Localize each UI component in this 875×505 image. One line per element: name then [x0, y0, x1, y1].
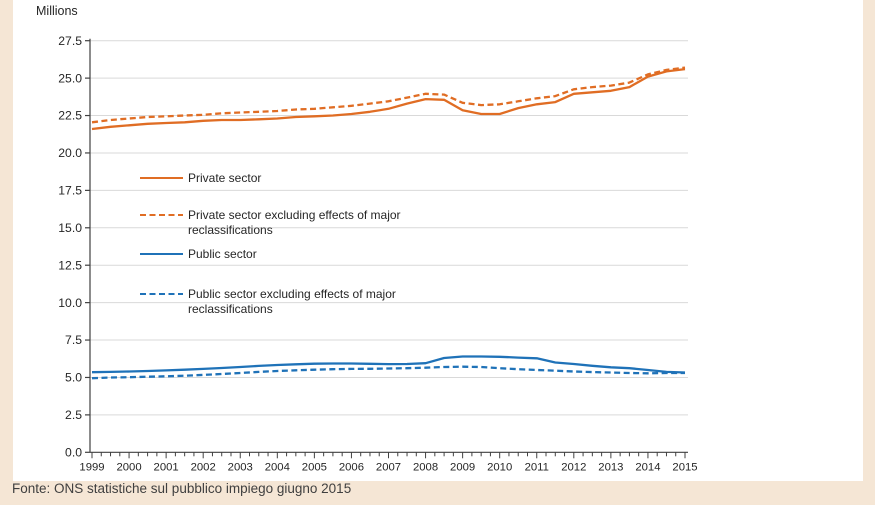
x-tick-label: 2014 [635, 461, 660, 473]
x-tick-label: 2015 [672, 461, 697, 473]
x-tick-label: 2006 [339, 461, 364, 473]
chart-panel [13, 0, 863, 481]
series-line-2 [91, 355, 686, 374]
y-tick-label: 25.0 [58, 71, 82, 85]
y-tick-label: 0.0 [65, 446, 82, 460]
x-tick-label: 2007 [376, 461, 401, 473]
y-tick-label: 17.5 [58, 184, 82, 198]
y-axis-unit-label: Millions [36, 4, 78, 18]
source-caption: Fonte: ONS statistiche sul pubblico impi… [12, 481, 352, 496]
y-tick-label: 7.5 [65, 333, 82, 347]
series-line-1 [91, 66, 686, 124]
x-tick-label: 2000 [116, 461, 141, 473]
x-tick-label: 2001 [154, 461, 179, 473]
y-tick-label: 12.5 [58, 258, 82, 272]
y-tick-label: 2.5 [65, 408, 82, 422]
x-tick-label: 2008 [413, 461, 438, 473]
x-tick-label: 2010 [487, 461, 512, 473]
x-tick-label: 2011 [525, 461, 549, 473]
y-tick-label: 5.0 [65, 371, 82, 385]
series-line-3 [91, 365, 685, 380]
y-tick-label: 10.0 [58, 296, 82, 310]
x-tick-label: 2003 [228, 461, 253, 473]
y-tick-label: 27.5 [58, 34, 82, 48]
x-tick-label: 2004 [265, 461, 290, 473]
x-tick-label: 2005 [302, 461, 327, 473]
y-tick-label: 22.5 [58, 109, 82, 123]
series-line-0 [91, 67, 686, 131]
x-tick-label: 2012 [561, 461, 586, 473]
y-tick-label: 20.0 [58, 146, 82, 160]
x-tick-label: 2002 [191, 461, 216, 473]
x-tick-label: 2009 [450, 461, 475, 473]
x-tick-label: 1999 [79, 461, 104, 473]
x-tick-label: 2013 [598, 461, 623, 473]
y-tick-label: 15.0 [58, 221, 82, 235]
